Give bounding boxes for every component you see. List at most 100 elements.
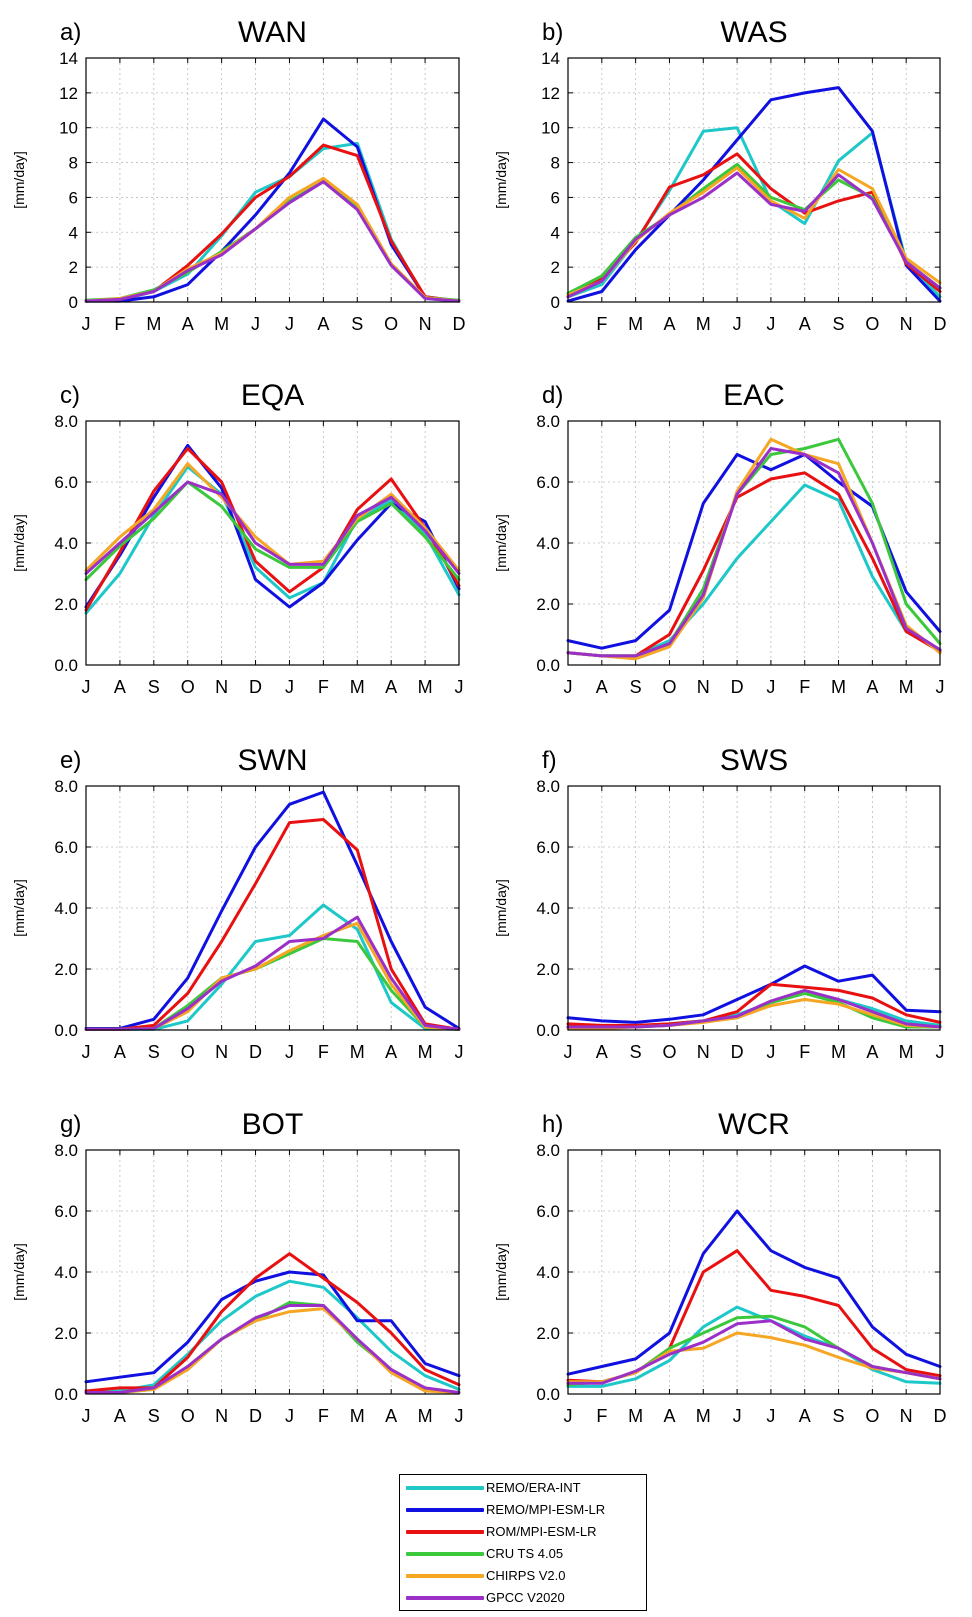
series-line-cru-ts-4-05	[84, 180, 461, 302]
x-tick-label: O	[384, 314, 398, 334]
x-tick-label: M	[696, 1406, 711, 1426]
x-tick-label: A	[799, 1406, 811, 1426]
y-tick-label: 0.0	[54, 1021, 78, 1040]
legend-entry: CRU TS 4.05	[400, 1545, 646, 1561]
y-axis-label: [mm/day]	[11, 879, 27, 937]
y-tick-label: 4.0	[536, 534, 560, 553]
x-tick-label: N	[697, 1042, 710, 1062]
x-tick-label: A	[596, 677, 608, 697]
x-tick-label: J	[733, 314, 742, 334]
y-tick-label: 0.0	[536, 656, 560, 675]
series-line-rom-mpi-esm-lr	[566, 982, 942, 1027]
series-line-remo-era-int	[566, 1305, 942, 1388]
legend-entry: GPCC V2020	[400, 1589, 646, 1605]
legend-entry: REMO/ERA-INT	[400, 1479, 646, 1495]
y-tick-label: 6.0	[54, 1202, 78, 1221]
x-tick-label: M	[350, 677, 365, 697]
x-tick-label: J	[936, 677, 945, 697]
y-axis-label: [mm/day]	[493, 151, 509, 209]
x-tick-label: F	[799, 1042, 810, 1062]
y-tick-label: 8	[551, 154, 560, 173]
series-line-gpcc-v2020	[84, 480, 461, 575]
y-tick-label: 6	[69, 188, 78, 207]
series-line-chirps-v2-0	[84, 462, 461, 572]
x-tick-label: J	[82, 1042, 91, 1062]
y-tick-label: 8.0	[536, 412, 560, 431]
y-tick-label: 0.0	[536, 1385, 560, 1404]
x-tick-label: M	[899, 677, 914, 697]
x-tick-label: A	[385, 677, 397, 697]
x-tick-label: O	[865, 1406, 879, 1426]
panel-title: EAC	[723, 379, 785, 412]
y-tick-label: 4.0	[54, 1263, 78, 1282]
series-line-rom-mpi-esm-lr	[84, 818, 461, 1031]
x-tick-label: F	[596, 1406, 607, 1426]
y-axis-label: [mm/day]	[493, 879, 509, 937]
x-tick-label: F	[318, 1406, 329, 1426]
x-tick-label: J	[455, 677, 464, 697]
series-line-gpcc-v2020	[566, 1319, 942, 1385]
series-line-remo-mpi-esm-lr	[84, 443, 461, 609]
series-line-rom-mpi-esm-lr	[84, 447, 461, 612]
x-tick-label: J	[936, 1042, 945, 1062]
panel-title: EQA	[241, 379, 304, 412]
panel-title: BOT	[242, 1108, 304, 1141]
plot-frame	[85, 1149, 460, 1395]
legend-swatch	[406, 1486, 484, 1490]
panel-eqa: 0.02.04.06.08.0J A S O N D J F M A M Jc) EQA[mm/day]	[11, 379, 464, 697]
panel-eac: 0.02.04.06.08.0J A S O N D J F M A M Jd) EAC[mm/day]	[493, 379, 945, 697]
plot-frame	[85, 420, 460, 666]
x-tick-label: F	[318, 677, 329, 697]
x-tick-label: D	[934, 314, 947, 334]
series-line-remo-mpi-esm-lr	[84, 117, 461, 303]
panel-sws: 0.02.04.06.08.0J A S O N D J F M A M Jf) SWS[mm/day]	[493, 744, 945, 1062]
x-tick-label: M	[831, 677, 846, 697]
y-axis-label: [mm/day]	[493, 514, 509, 572]
x-tick-label: A	[385, 1406, 397, 1426]
x-tick-label: J	[455, 1406, 464, 1426]
y-tick-label: 8.0	[54, 412, 78, 431]
x-tick-label: J	[564, 1042, 573, 1062]
legend-entry: CHIRPS V2.0	[400, 1567, 646, 1583]
y-axis-label: [mm/day]	[11, 514, 27, 572]
y-tick-label: 2.0	[54, 1324, 78, 1343]
legend: REMO/ERA-INT REMO/MPI-ESM-LR ROM/MPI-ESM…	[399, 1474, 647, 1611]
legend-label: CHIRPS V2.0	[486, 1568, 566, 1583]
x-tick-label: O	[865, 314, 879, 334]
x-tick-label: J	[733, 1406, 742, 1426]
x-tick-label: N	[697, 677, 710, 697]
x-tick-label: M	[350, 1042, 365, 1062]
legend-label: REMO/MPI-ESM-LR	[486, 1502, 606, 1517]
legend-swatch	[406, 1508, 484, 1512]
panel-letter: c)	[60, 382, 80, 409]
series-line-gpcc-v2020	[84, 915, 461, 1031]
plot-frame	[567, 1149, 941, 1395]
x-tick-label: S	[833, 1406, 845, 1426]
y-tick-label: 0.0	[536, 1021, 560, 1040]
x-tick-label: A	[596, 1042, 608, 1062]
legend-swatch	[406, 1574, 484, 1578]
y-tick-label: 0.0	[54, 656, 78, 675]
series-line-rom-mpi-esm-lr	[84, 1252, 461, 1393]
x-tick-label: J	[766, 677, 775, 697]
x-tick-label: M	[899, 1042, 914, 1062]
y-tick-label: 6.0	[536, 1202, 560, 1221]
x-tick-label: D	[934, 1406, 947, 1426]
panel-title: WAS	[720, 16, 787, 49]
x-tick-label: M	[418, 1406, 433, 1426]
y-tick-label: 10	[59, 119, 78, 138]
series-line-chirps-v2-0	[84, 176, 461, 303]
y-axis-label: [mm/day]	[493, 1243, 509, 1301]
x-tick-label: F	[596, 314, 607, 334]
x-tick-label: J	[285, 1406, 294, 1426]
legend-swatch	[406, 1552, 484, 1556]
y-tick-label: 2	[69, 258, 78, 277]
x-tick-label: J	[455, 1042, 464, 1062]
x-tick-label: M	[831, 1042, 846, 1062]
x-tick-label: J	[285, 1042, 294, 1062]
series-line-remo-mpi-esm-lr	[84, 1270, 461, 1384]
legend-entry: REMO/MPI-ESM-LR	[400, 1501, 646, 1517]
y-tick-label: 8	[69, 154, 78, 173]
y-tick-label: 4.0	[54, 899, 78, 918]
